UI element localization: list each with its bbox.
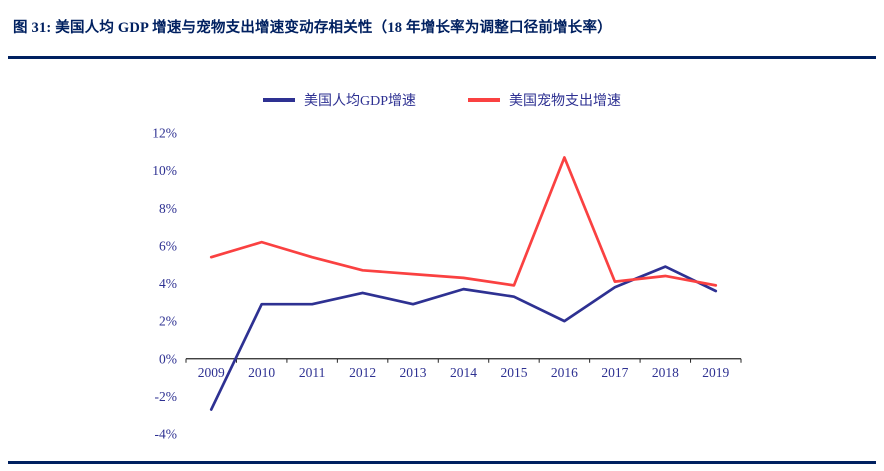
legend-label-pet: 美国宠物支出增速 xyxy=(509,94,621,109)
x-tick-label: 2010 xyxy=(248,365,275,380)
x-tick-label: 2009 xyxy=(198,365,225,380)
x-tick-label: 2013 xyxy=(400,365,427,380)
y-tick-label: -4% xyxy=(155,427,178,442)
x-tick-label: 2015 xyxy=(500,365,527,380)
chart-legend: 美国人均GDP增速 美国宠物支出增速 xyxy=(0,90,884,110)
legend-item-pet: 美国宠物支出增速 xyxy=(468,90,621,110)
top-divider xyxy=(8,56,876,59)
legend-item-gdp: 美国人均GDP增速 xyxy=(262,90,416,110)
y-tick-label: 2% xyxy=(159,314,177,329)
gdp-line-marker-icon xyxy=(262,98,295,102)
y-tick-label: 12% xyxy=(152,126,177,141)
x-tick-label: 2016 xyxy=(551,365,578,380)
y-tick-label: 0% xyxy=(159,351,177,366)
y-tick-label: 4% xyxy=(159,276,177,291)
x-tick-label: 2018 xyxy=(652,365,679,380)
x-tick-label: 2014 xyxy=(450,365,477,380)
pet-line-marker-icon xyxy=(468,98,500,102)
series-line-pet xyxy=(209,156,718,287)
x-tick-label: 2017 xyxy=(601,365,628,380)
legend-label-gdp: 美国人均GDP增速 xyxy=(303,94,416,109)
y-tick-label: 6% xyxy=(159,238,177,253)
x-tick-label: 2019 xyxy=(702,365,729,380)
y-tick-label: 8% xyxy=(159,201,177,216)
bottom-divider xyxy=(8,461,876,464)
series-line-gdp xyxy=(209,265,718,411)
y-tick-label: 10% xyxy=(152,163,177,178)
figure-title: 图 31: 美国人均 GDP 增速与宠物支出增速变动存相关性（18 年增长率为调… xyxy=(13,20,612,36)
x-tick-label: 2011 xyxy=(299,365,326,380)
y-tick-label: -2% xyxy=(155,389,178,404)
x-tick-label: 2012 xyxy=(349,365,376,380)
